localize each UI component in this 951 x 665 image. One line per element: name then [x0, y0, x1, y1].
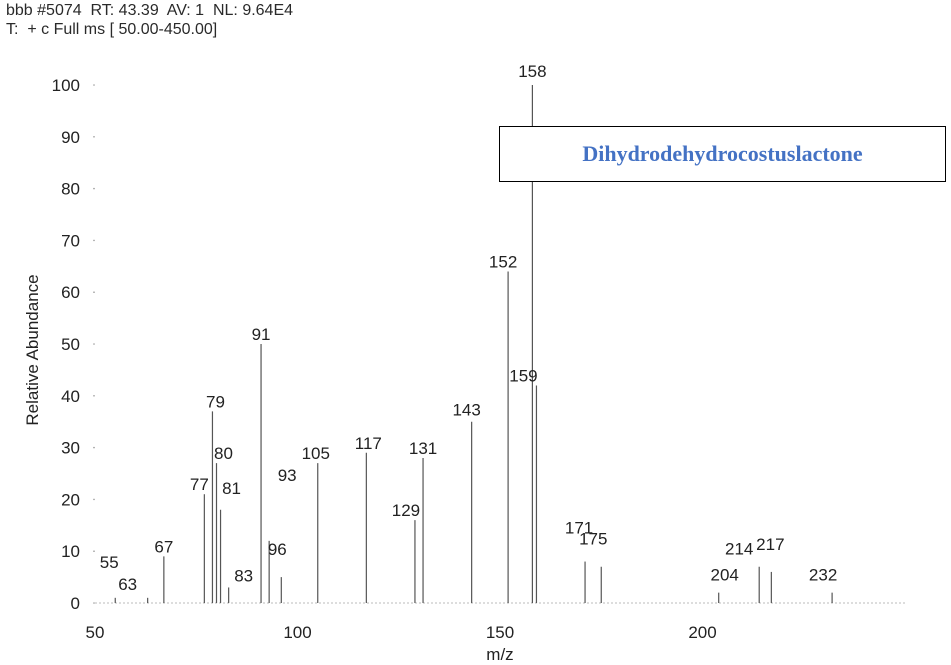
x-tick-label: 50 — [86, 623, 105, 642]
y-tick-mark — [93, 84, 95, 86]
compound-name-label: Dihydrodehydrocostuslactone — [582, 141, 863, 166]
peak-label-91: 91 — [252, 325, 271, 344]
peak-label-214: 214 — [725, 540, 753, 559]
y-tick-mark — [93, 239, 95, 242]
peak-label-93: 93 — [278, 466, 297, 485]
x-tick-label: 150 — [486, 623, 514, 642]
y-tick-label: 20 — [61, 490, 80, 509]
peak-label-232: 232 — [809, 566, 837, 585]
scan-header-line-2: T: + c Full ms [ 50.00-450.00] — [6, 21, 218, 38]
peak-label-159: 159 — [509, 366, 537, 385]
peak-label-83: 83 — [234, 566, 253, 585]
y-tick-label: 40 — [61, 387, 80, 406]
peak-label-79: 79 — [206, 392, 225, 411]
y-axis: 0 10 20 30 40 50 60 70 80 90 100 — [52, 76, 95, 613]
peak-label-117: 117 — [355, 434, 382, 453]
peak-label-217: 217 — [756, 535, 784, 554]
y-tick-label: 90 — [61, 128, 80, 147]
x-axis-label: m/z — [486, 645, 513, 664]
peak-label-77: 77 — [190, 475, 209, 494]
y-tick-label: 50 — [61, 335, 80, 354]
y-tick-mark — [93, 446, 95, 449]
peak-label-158: 158 — [518, 62, 546, 81]
y-tick-label: 60 — [61, 283, 80, 302]
y-axis-label: Relative Abundance — [23, 274, 42, 425]
peak-label-63: 63 — [118, 575, 137, 594]
peak-label-group: 55 63 67 77 79 80 81 83 91 93 96 105 117 129 131 143 152… — [100, 62, 837, 594]
peak-label-55: 55 — [100, 553, 119, 572]
peak-label-143: 143 — [452, 401, 480, 420]
peak-label-171: 171 — [565, 519, 593, 538]
y-tick-label: 30 — [61, 439, 80, 458]
y-tick-mark — [93, 343, 95, 345]
y-tick-mark — [93, 187, 95, 190]
x-tick-label: 100 — [283, 623, 311, 642]
peak-label-175: 175 — [579, 530, 607, 549]
scan-header-line-1: bbb #5074 RT: 43.39 AV: 1 NL: 9.64E4 — [6, 2, 294, 19]
y-tick-mark — [93, 498, 95, 501]
compound-legend-box: Dihydrodehydrocostuslactone — [499, 126, 946, 182]
y-tick-label: 10 — [61, 542, 80, 561]
peak-label-129: 129 — [392, 501, 420, 520]
y-tick-mark — [93, 291, 95, 294]
x-axis: 50 100 150 200 — [86, 602, 905, 642]
peak-label-152: 152 — [489, 252, 517, 271]
peak-label-81: 81 — [222, 479, 241, 498]
y-tick-label: 100 — [52, 76, 80, 95]
peak-label-96: 96 — [268, 540, 287, 559]
peak-label-131: 131 — [409, 439, 437, 458]
x-tick-label: 200 — [688, 623, 716, 642]
y-tick-mark — [93, 136, 95, 138]
peak-label-80: 80 — [214, 444, 233, 463]
peak-label-67: 67 — [154, 537, 173, 556]
y-tick-label: 70 — [61, 231, 80, 250]
y-tick-mark — [93, 550, 95, 552]
peak-label-204: 204 — [711, 566, 739, 585]
y-tick-label: 80 — [61, 180, 80, 199]
y-tick-mark — [93, 602, 95, 604]
y-tick-label: 0 — [71, 594, 80, 613]
y-tick-mark — [93, 395, 95, 397]
peak-label-105: 105 — [302, 444, 330, 463]
